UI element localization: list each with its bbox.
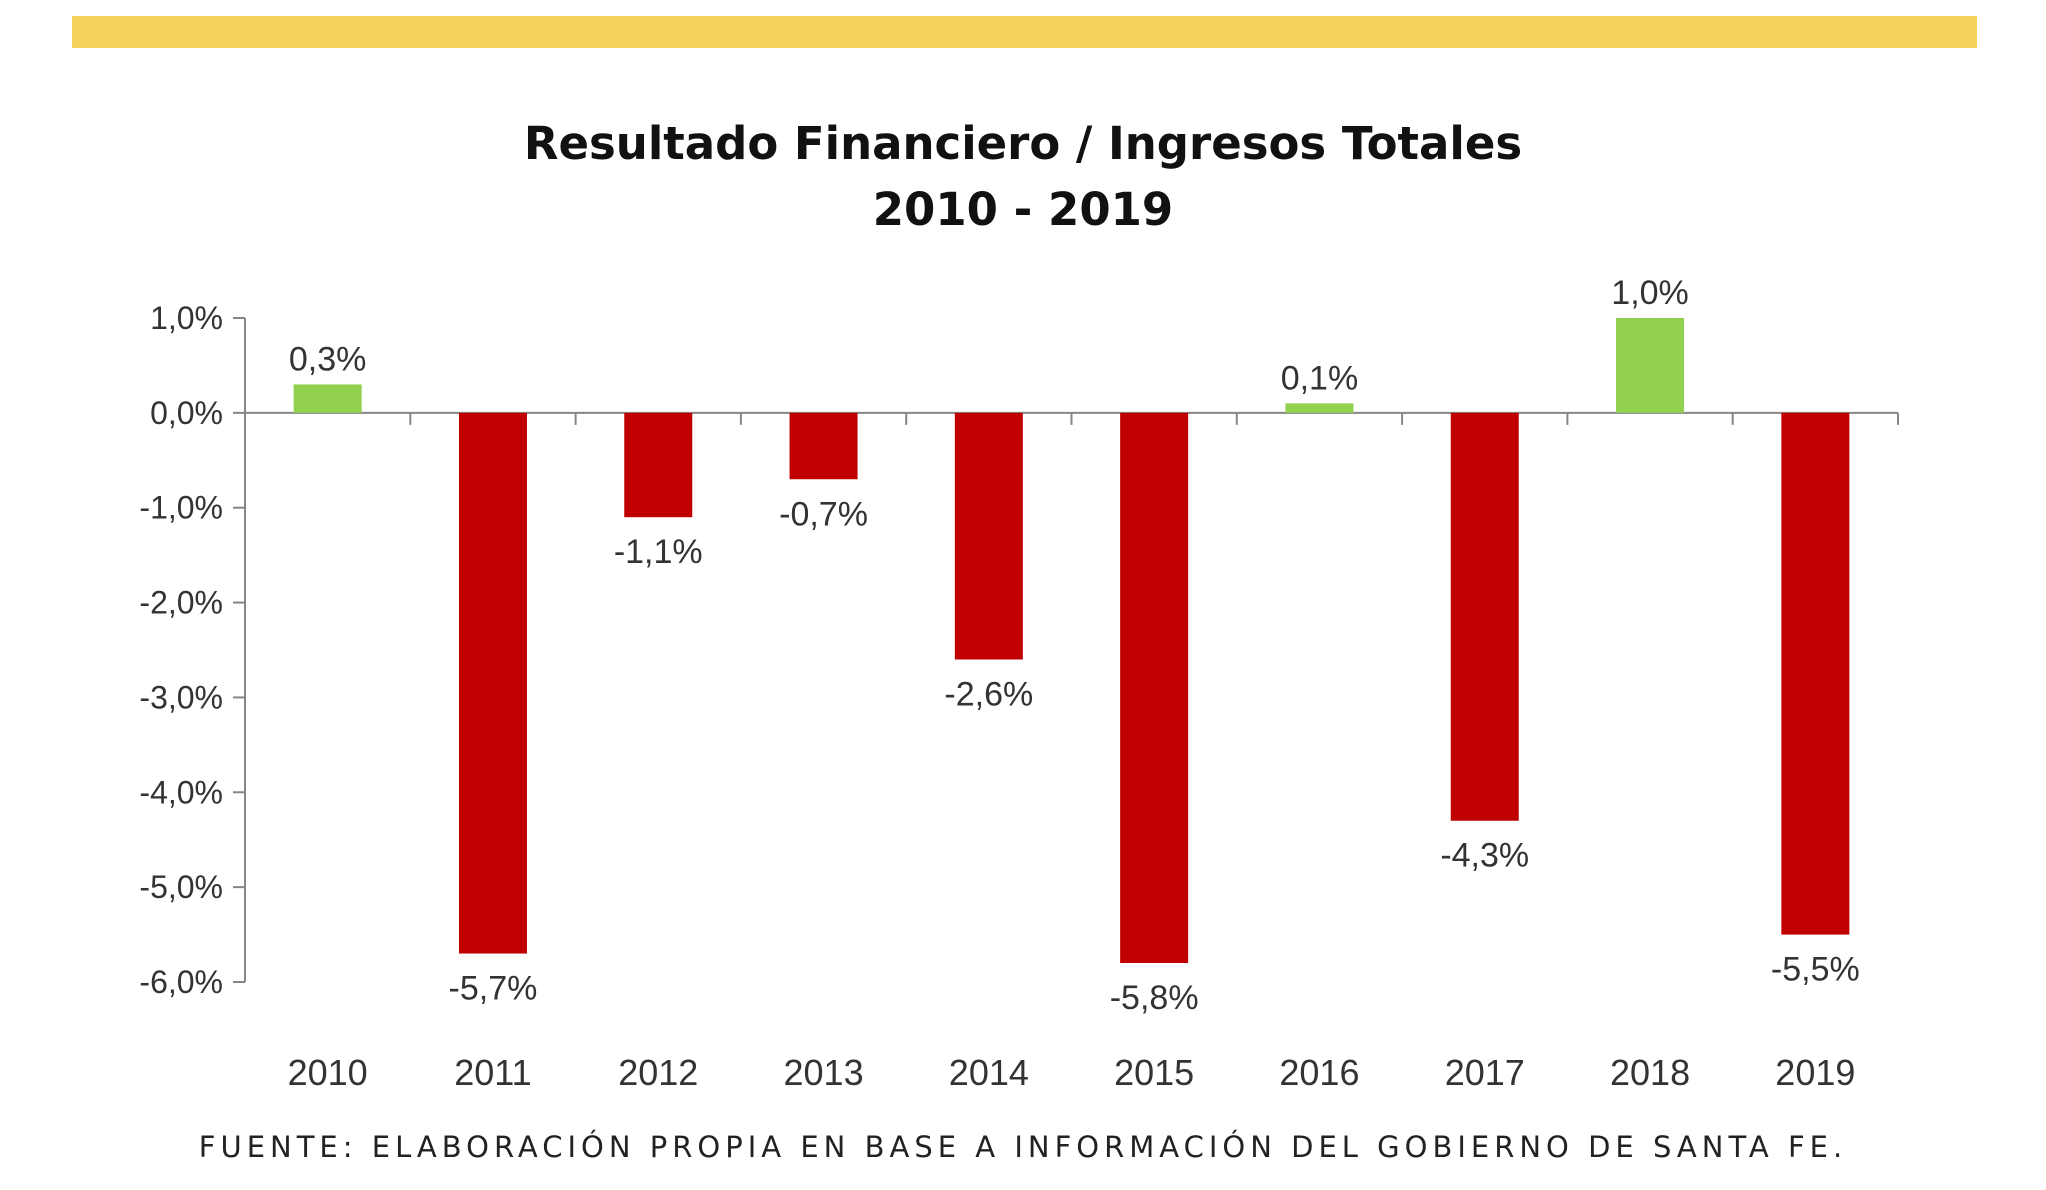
data-label-2013: -0,7%	[779, 495, 868, 533]
data-label-2017: -4,3%	[1440, 837, 1529, 875]
y-tick-label: -6,0%	[139, 964, 223, 1000]
x-tick-label-2013: 2013	[784, 1052, 864, 1093]
bar-2016	[1285, 403, 1354, 413]
y-tick-label: -1,0%	[139, 490, 223, 526]
data-label-2018: 1,0%	[1611, 274, 1689, 312]
x-tick-label-2012: 2012	[618, 1052, 698, 1093]
bar-2012	[624, 412, 693, 518]
bar-2017	[1450, 412, 1519, 821]
y-tick-label: -2,0%	[139, 585, 223, 621]
data-label-2016: 0,1%	[1281, 359, 1359, 397]
bar-chart: 1,0% 0,0% -1,0% -2,0% -3,0% -4,0% -5,0% -6,0% 0…	[139, 274, 1899, 1093]
data-label-2012: -1,1%	[614, 533, 703, 571]
bar-2010	[293, 384, 362, 413]
bar-2011	[458, 412, 527, 954]
y-tick-label: 0,0%	[150, 395, 223, 431]
bar-2019	[1781, 412, 1850, 935]
y-tick-label: 1,0%	[150, 300, 223, 336]
x-tick-label-2014: 2014	[949, 1052, 1029, 1093]
bar-2014	[954, 412, 1023, 660]
data-label-2010: 0,3%	[289, 340, 367, 378]
x-tick-label-2011: 2011	[454, 1052, 531, 1093]
chart-subtitle: 2010 - 2019	[872, 183, 1174, 236]
chart-title: Resultado Financiero / Ingresos Totales	[523, 117, 1523, 170]
x-tick-label-2015: 2015	[1114, 1052, 1194, 1093]
source-note: FUENTE: ELABORACIÓN PROPIA EN BASE A INF…	[198, 1130, 1848, 1164]
bar-2015	[1120, 412, 1189, 964]
y-tick-label: -3,0%	[139, 679, 223, 715]
y-tick-label: -5,0%	[139, 869, 223, 905]
x-tick-label-2017: 2017	[1445, 1052, 1525, 1093]
bar-2013	[789, 412, 858, 480]
x-tick-label-2019: 2019	[1775, 1052, 1855, 1093]
data-label-2011: -5,7%	[449, 970, 538, 1008]
y-tick-label: -4,0%	[139, 774, 223, 810]
x-tick-label-2010: 2010	[288, 1052, 368, 1093]
data-label-2015: -5,8%	[1110, 979, 1199, 1017]
bar-2018	[1616, 318, 1685, 413]
x-tick-label-2018: 2018	[1610, 1052, 1690, 1093]
top-accent-bar	[72, 16, 1977, 48]
data-label-2014: -2,6%	[944, 675, 1033, 713]
x-tick-label-2016: 2016	[1279, 1052, 1359, 1093]
data-label-2019: -5,5%	[1771, 951, 1860, 989]
